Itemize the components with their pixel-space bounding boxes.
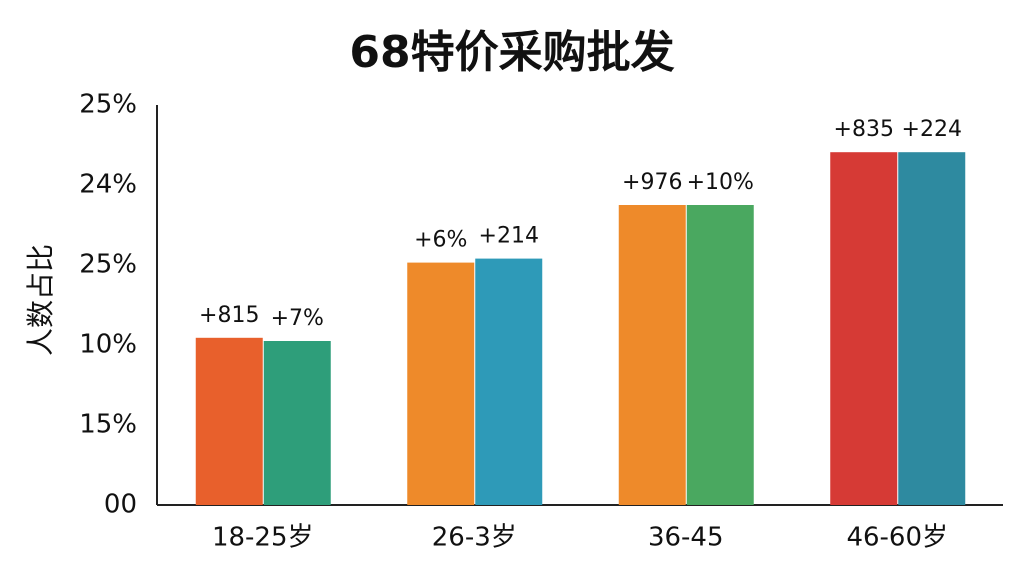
bar — [407, 262, 475, 505]
y-tick-label: 10% — [79, 330, 137, 360]
y-axis-label: 人数占比 — [24, 244, 57, 356]
bar — [830, 152, 898, 505]
bar-label: +815 — [199, 303, 259, 328]
bar — [263, 341, 331, 505]
x-tick-label: 36-45 — [648, 523, 724, 553]
y-tick-label: 24% — [79, 170, 137, 200]
y-tick-label: 25% — [79, 250, 137, 280]
bar-label: +10% — [687, 170, 754, 195]
x-tick-label: 46-60岁 — [846, 523, 948, 553]
bar-label: +976 — [622, 170, 682, 195]
bar — [195, 337, 263, 505]
y-tick-label: 25% — [79, 90, 137, 120]
chart-title: 68特价采购批发 — [349, 27, 674, 78]
bar-label: +214 — [479, 224, 539, 249]
bar — [898, 152, 966, 505]
y-tick-label: 00 — [104, 490, 137, 520]
bar — [686, 205, 754, 505]
x-tick-label: 18-25岁 — [212, 523, 314, 553]
bar — [475, 258, 543, 505]
bar-label: +6% — [414, 228, 467, 253]
bar-label: +224 — [902, 117, 962, 142]
bar — [618, 205, 686, 505]
bar-label: +835 — [834, 117, 894, 142]
x-tick-label: 26-3岁 — [432, 523, 517, 553]
bar-label: +7% — [271, 306, 324, 331]
y-tick-label: 15% — [79, 410, 137, 440]
